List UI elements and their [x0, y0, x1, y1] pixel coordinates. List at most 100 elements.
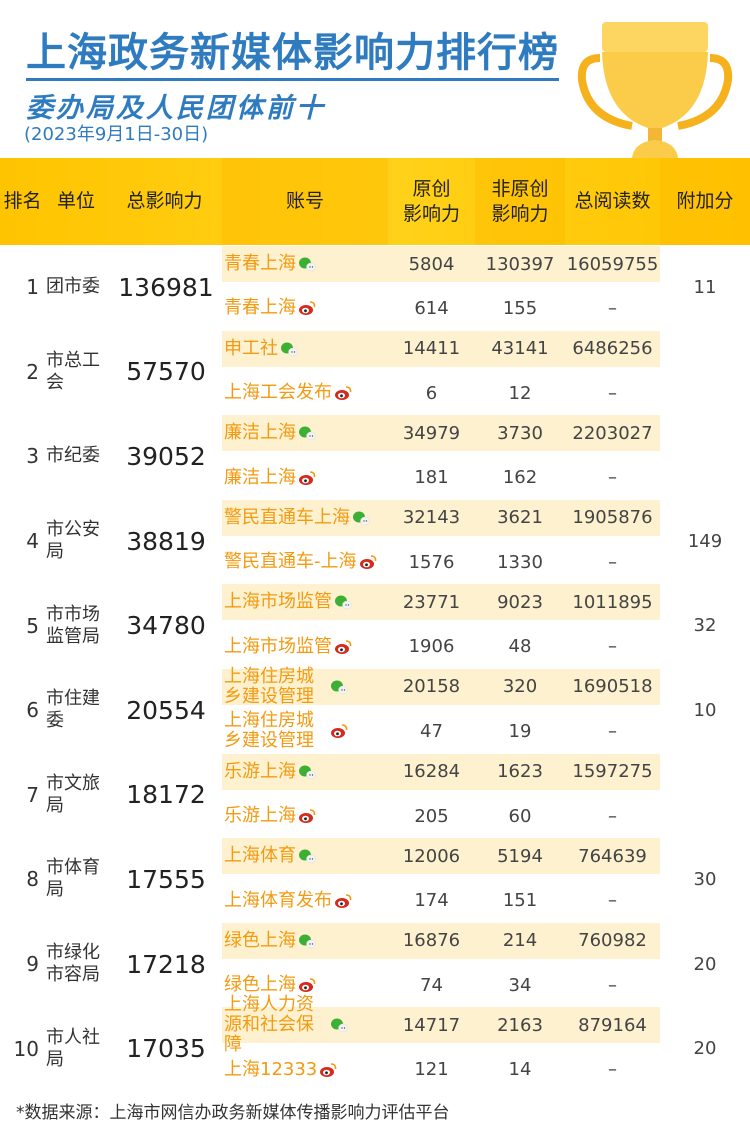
account-row: 青春上海 5804 130397 16059755 [222, 246, 660, 282]
non-original-influence: 3621 [497, 507, 543, 529]
account-cell[interactable]: 上海体育发布 [222, 889, 388, 911]
total-reads: 1011895 [572, 591, 653, 613]
table-row-group: 8 市体育局 17555 上海体育 12006 5194 764639 上海体育发布 174 15… [0, 837, 750, 922]
account-cell[interactable]: 乐游上海 [222, 806, 388, 826]
total-reads: 1690518 [572, 676, 653, 698]
account-name[interactable]: 上海市场监管 [224, 635, 332, 657]
account-cell[interactable]: 乐游上海 [222, 760, 388, 782]
ranking-table: 1 团市委 136981 青春上海 5804 130397 16059755 青春上海 614 1… [0, 245, 750, 1091]
account-name[interactable]: 上海体育发布 [224, 889, 332, 911]
account-cell[interactable]: 绿色上海 [222, 929, 388, 951]
account-name[interactable]: 青春上海 [224, 297, 296, 319]
account-cell[interactable]: 上海市场监管 [222, 592, 388, 612]
account-row: 青春上海 614 155 – [222, 287, 660, 329]
account-cell[interactable]: 上海体育 [222, 846, 388, 866]
original-influence: 1906 [408, 636, 455, 658]
account-row: 上海体育发布 174 151 – [222, 879, 660, 921]
original-influence: 20158 [402, 676, 461, 698]
total-reads: 6486256 [572, 338, 653, 360]
col-rank: 排名 [3, 190, 42, 212]
bonus-cell [660, 753, 750, 838]
account-cell[interactable]: 廉洁上海 [222, 423, 388, 443]
account-cell[interactable]: 上海住房城乡建设管理 [222, 711, 388, 751]
account-name[interactable]: 上海12333 [224, 1058, 318, 1080]
rank-cell: 2 [26, 359, 39, 384]
weibo-icon [298, 470, 316, 486]
account-name[interactable]: 乐游上海 [224, 805, 296, 826]
account-cell[interactable]: 上海12333 [222, 1058, 388, 1080]
account-cell[interactable]: 上海工会发布 [222, 383, 388, 403]
bonus-cell: 30 [693, 868, 717, 890]
account-cell[interactable]: 警民直通车上海 [222, 506, 388, 528]
unit-cell: 市体育局 [46, 857, 100, 901]
account-row: 乐游上海 205 60 – [222, 795, 660, 837]
account-cell[interactable]: 上海市场监管 [222, 635, 388, 657]
total-reads: – [608, 890, 617, 912]
weibo-icon [330, 723, 348, 739]
total-reads: 764639 [578, 845, 647, 867]
non-original-influence: 130397 [485, 253, 555, 275]
account-cell[interactable]: 申工社 [222, 337, 388, 359]
table-row-group: 4 市公安局 38819 警民直通车上海 32143 3621 1905876 警民直通车-上… [0, 499, 750, 584]
account-cell[interactable]: 上海住房城乡建设管理 [222, 665, 388, 707]
unit-cell: 市人社局 [46, 1026, 100, 1070]
total-reads: – [608, 636, 617, 658]
account-name[interactable]: 廉洁上海 [224, 422, 296, 444]
non-original-influence: 14 [508, 1059, 532, 1081]
original-influence: 23771 [402, 591, 461, 613]
account-cell[interactable]: 青春上海 [222, 298, 388, 318]
table-row-group: 3 市纪委 39052 廉洁上海 34979 3730 2203027 廉洁上海 181 162 – [0, 414, 750, 499]
account-name[interactable]: 青春上海 [224, 253, 296, 274]
bonus-cell: 32 [693, 615, 717, 637]
col-account: 账号 [222, 158, 388, 245]
account-row: 申工社 14411 43141 6486256 [222, 330, 660, 367]
original-influence: 121 [414, 1059, 449, 1081]
weibo-icon [319, 1062, 337, 1078]
bonus-cell: 11 [693, 276, 717, 298]
bonus-cell: 20 [693, 953, 717, 975]
account-row: 上海体育 12006 5194 764639 [222, 838, 660, 875]
table-row-group: 9 市绿化市容局 17218 绿色上海 16876 214 760982 绿色上海 74 34 – 2… [0, 922, 750, 1007]
non-original-influence: 155 [502, 297, 538, 319]
total-reads: – [608, 974, 617, 996]
col-unit: 单位 [56, 190, 95, 212]
wechat-icon [298, 764, 316, 780]
account-name[interactable]: 上海工会发布 [224, 382, 332, 404]
account-name[interactable]: 廉洁上海 [224, 466, 296, 488]
account-name[interactable]: 绿色上海 [224, 974, 296, 996]
account-cell[interactable]: 青春上海 [222, 254, 388, 274]
total-reads: 879164 [578, 1014, 647, 1036]
page-title: 上海政务新媒体影响力排行榜 [26, 28, 559, 81]
rank-cell: 3 [26, 444, 39, 469]
account-name[interactable]: 申工社 [224, 337, 278, 359]
account-name[interactable]: 上海体育 [224, 845, 296, 867]
account-name[interactable]: 上海住房城乡建设管理 [224, 665, 314, 707]
table-row-group: 5 市市场监管局 34780 上海市场监管 23771 9023 1011895 上海市场监管… [0, 583, 750, 668]
wechat-icon [334, 594, 352, 610]
original-influence: 6 [425, 382, 438, 404]
total-influence-cell: 34780 [126, 611, 206, 641]
total-reads: – [608, 720, 617, 742]
account-name[interactable]: 乐游上海 [224, 760, 296, 782]
account-cell[interactable]: 廉洁上海 [222, 466, 388, 488]
total-influence-cell: 38819 [126, 526, 206, 556]
rank-cell: 8 [26, 867, 39, 892]
original-influence: 205 [414, 805, 449, 827]
account-cell[interactable]: 警民直通车-上海 [222, 552, 388, 572]
table-header: 排名 单位 总影响力 账号 原创 影响力 非原创 影响力 总阅读数 附加分 [0, 158, 750, 245]
non-original-influence: 320 [502, 676, 538, 698]
weibo-icon [334, 893, 352, 909]
account-name[interactable]: 上海住房城乡建设管理 [224, 710, 314, 752]
account-cell[interactable]: 绿色上海 [222, 975, 388, 995]
account-name[interactable]: 绿色上海 [224, 929, 296, 951]
account-cell[interactable]: 上海人力资源和社会保障 [222, 995, 388, 1055]
account-name[interactable]: 上海市场监管 [224, 591, 332, 613]
bonus-cell: 10 [693, 699, 717, 721]
total-influence-cell: 17035 [126, 1034, 206, 1064]
account-name[interactable]: 上海人力资源和社会保障 [224, 994, 314, 1056]
total-reads: 1905876 [572, 507, 653, 529]
non-original-influence: 43141 [491, 338, 549, 360]
account-name[interactable]: 警民直通车上海 [224, 506, 350, 528]
account-name[interactable]: 警民直通车-上海 [224, 551, 357, 573]
account-row: 廉洁上海 181 162 – [222, 456, 660, 498]
